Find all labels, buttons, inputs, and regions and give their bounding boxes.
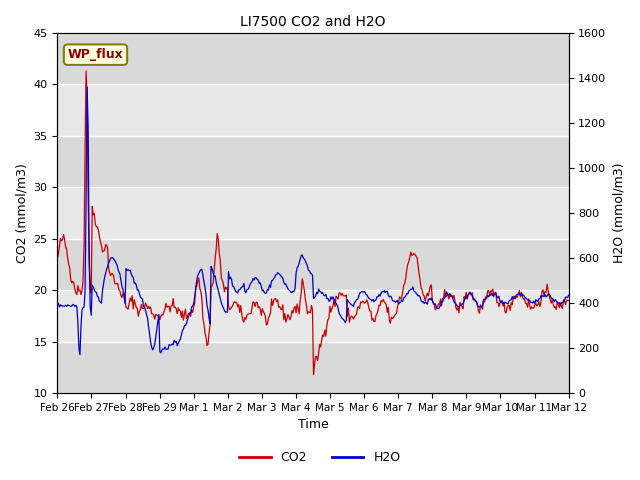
Bar [58, 342, 568, 393]
X-axis label: Time: Time [298, 419, 328, 432]
Bar [58, 239, 568, 290]
Bar [58, 33, 568, 84]
Text: WP_flux: WP_flux [68, 48, 124, 61]
Y-axis label: CO2 (mmol/m3): CO2 (mmol/m3) [15, 163, 28, 263]
Title: LI7500 CO2 and H2O: LI7500 CO2 and H2O [240, 15, 386, 29]
Bar [58, 136, 568, 187]
Legend: CO2, H2O: CO2, H2O [234, 446, 406, 469]
Y-axis label: H2O (mmol/m3): H2O (mmol/m3) [612, 163, 625, 264]
